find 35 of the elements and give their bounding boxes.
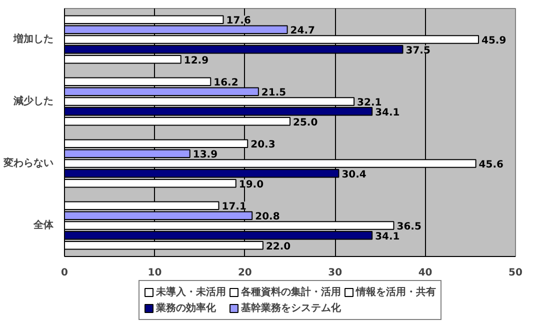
data-label: 20.3 [250, 140, 276, 151]
data-label: 25.0 [293, 117, 318, 128]
data-label: 20.8 [255, 212, 280, 223]
y-tick-label: 変わらない [2, 157, 54, 169]
data-label: 19.0 [238, 179, 264, 190]
data-label: 34.1 [375, 231, 400, 242]
data-label: 17.6 [226, 16, 251, 27]
data-label: 21.5 [261, 88, 286, 99]
data-label: 45.6 [478, 160, 504, 170]
x-tick-label: 0 [61, 268, 68, 278]
x-tick-label: 20 [238, 268, 252, 278]
data-label: 16.2 [214, 78, 238, 89]
data-label: 37.5 [406, 45, 430, 56]
x-tick-label: 30 [328, 268, 342, 278]
data-label: 24.7 [290, 26, 316, 37]
legend-label: 基幹業務をシステム化 [241, 302, 341, 315]
data-label: 12.9 [184, 55, 209, 66]
y-tick-label: 全体 [32, 219, 54, 231]
data-label: 45.9 [482, 36, 506, 46]
x-tick-label: 40 [418, 268, 432, 278]
legend-label: 未導入・未活用 [156, 285, 226, 299]
legend-label: 業務の効率化 [156, 301, 216, 315]
y-tick-label: 増加した [12, 33, 54, 45]
data-label: 13.9 [192, 150, 218, 161]
data-label: 32.1 [357, 98, 382, 108]
data-label: 22.0 [266, 241, 291, 252]
data-label: 17.1 [222, 202, 246, 213]
y-tick-label: 減少した [12, 95, 54, 107]
legend-label: 情報を活用・共有 [356, 286, 436, 299]
data-label: 30.4 [342, 169, 366, 180]
x-tick-label: 10 [148, 268, 162, 278]
x-tick-label: 50 [508, 268, 522, 278]
data-label: 34.1 [375, 107, 400, 118]
legend-label: 各種資料の集計・活用 [241, 286, 341, 299]
data-label: 36.5 [396, 222, 422, 232]
